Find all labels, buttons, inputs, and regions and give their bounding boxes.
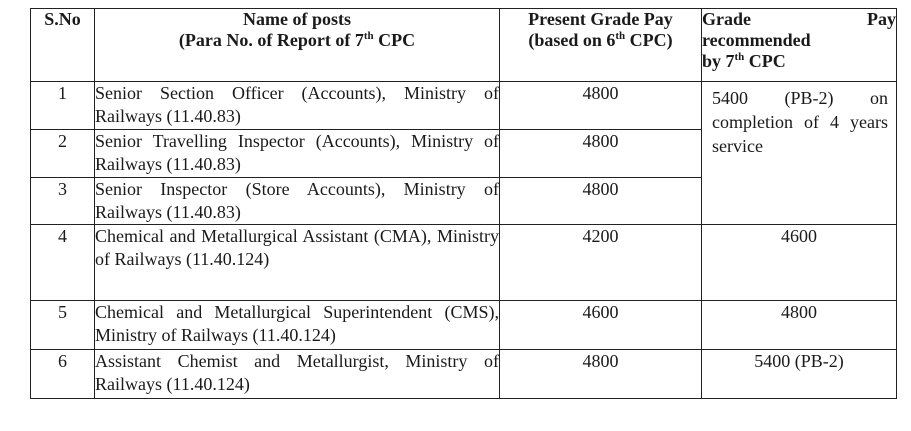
row-sno: 4	[30, 224, 95, 301]
header-present-grade-pay: Present Grade Pay (based on 6th CPC)	[499, 8, 702, 82]
row-sno: 5	[30, 300, 95, 350]
header-name-line2: (Para No. of Report of 7th CPC	[178, 30, 416, 50]
row-sno: 6	[30, 349, 95, 399]
table-row: 5 Chemical and Metallurgical Superintend…	[30, 300, 897, 350]
header-name-line1: Name of posts	[243, 9, 351, 29]
row-recommended-merged: 5400 (PB-2) on completion of 4 years ser…	[701, 81, 897, 225]
row-recommended-grade-pay: 4800	[701, 300, 897, 350]
row-post-name: Senior Section Officer (Accounts), Minis…	[94, 81, 500, 130]
table-row: 4 Chemical and Metallurgical Assistant (…	[30, 224, 897, 301]
header-grade-pay-recommended: Grade Pay recommended by 7th CPC	[701, 8, 897, 82]
table-row: 3 Senior Inspector (Store Accounts), Min…	[30, 177, 897, 225]
row-recommended-grade-pay: 4600	[701, 224, 897, 301]
row-post-name: Chemical and Metallurgical Assistant (CM…	[94, 224, 500, 301]
row-post-name: Chemical and Metallurgical Superintenden…	[94, 300, 500, 350]
row-post-name: Assistant Chemist and Metallurgist, Mini…	[94, 349, 500, 399]
grade-pay-table: S.No Name of posts (Para No. of Report o…	[30, 8, 897, 399]
table-row: 6 Assistant Chemist and Metallurgist, Mi…	[30, 349, 897, 399]
header-rec-line2: recommended	[702, 30, 811, 50]
header-rec-line1: Grade Pay	[702, 9, 896, 29]
row-present-grade-pay: 4600	[499, 300, 702, 350]
header-present-line2: (based on 6th CPC)	[528, 30, 673, 50]
row-present-grade-pay: 4800	[499, 177, 702, 225]
row-present-grade-pay: 4800	[499, 81, 702, 130]
row-present-grade-pay: 4200	[499, 224, 702, 301]
row-recommended-grade-pay: 5400 (PB-2)	[701, 349, 897, 399]
row-post-name: Senior Travelling Inspector (Accounts), …	[94, 129, 500, 178]
table-row: 1 Senior Section Officer (Accounts), Min…	[30, 81, 897, 225]
header-sno: S.No	[30, 8, 95, 82]
row-present-grade-pay: 4800	[499, 349, 702, 399]
row-sno: 2	[30, 129, 95, 178]
table-row: 2 Senior Travelling Inspector (Accounts)…	[30, 129, 897, 178]
row-sno: 3	[30, 177, 95, 225]
row-present-grade-pay: 4800	[499, 129, 702, 178]
header-rec-line3: by 7th CPC	[702, 51, 786, 71]
row-sno: 1	[30, 81, 95, 130]
header-row: S.No Name of posts (Para No. of Report o…	[30, 8, 897, 82]
header-present-line1: Present Grade Pay	[528, 9, 673, 29]
header-name-of-posts: Name of posts (Para No. of Report of 7th…	[94, 8, 500, 82]
row-post-name: Senior Inspector (Store Accounts), Minis…	[94, 177, 500, 225]
